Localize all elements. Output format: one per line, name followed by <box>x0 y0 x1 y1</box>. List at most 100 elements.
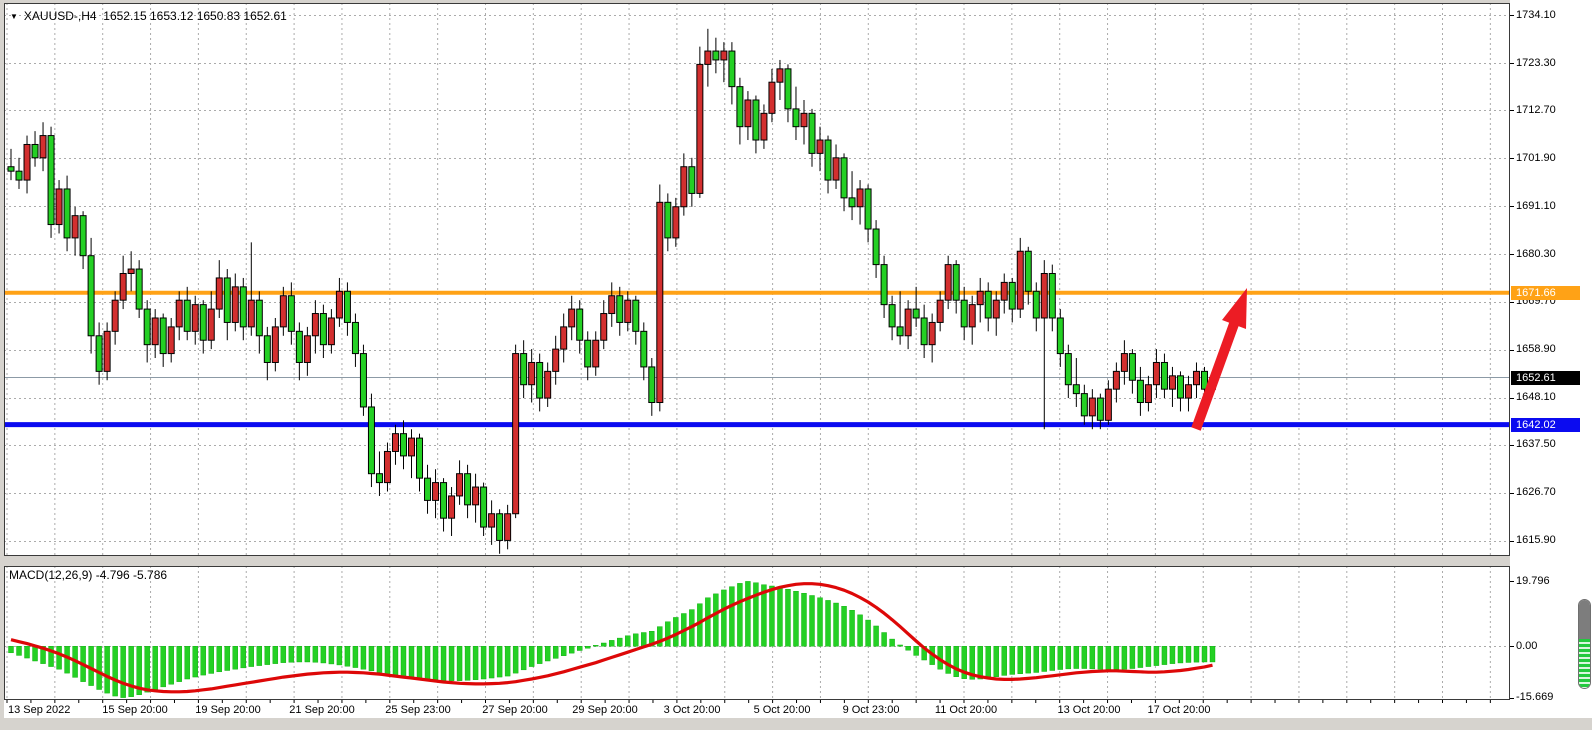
candle <box>544 370 552 399</box>
price-axis-label: 1658.90 <box>1516 343 1556 356</box>
candle <box>448 495 456 519</box>
candle <box>528 361 536 386</box>
candle <box>496 513 504 541</box>
candle <box>167 326 175 355</box>
candle <box>784 68 792 110</box>
candle <box>239 286 247 328</box>
candle <box>79 215 87 257</box>
candle <box>768 81 776 114</box>
candle <box>143 308 151 346</box>
candle <box>1000 281 1008 301</box>
candle <box>255 299 263 337</box>
time-axis-label: 3 Oct 20:00 <box>663 704 721 716</box>
candle <box>944 264 952 301</box>
candle <box>135 268 143 310</box>
candle <box>231 286 239 323</box>
candle <box>151 317 159 346</box>
candle <box>1048 272 1056 319</box>
candle <box>367 406 375 475</box>
price-axis-label: 1691.10 <box>1516 199 1556 212</box>
candle <box>271 326 279 363</box>
candle <box>608 295 616 315</box>
macd-axis-label: 0.00 <box>1516 639 1538 652</box>
price-axis-label: 1615.90 <box>1516 534 1556 547</box>
candle <box>1112 370 1120 390</box>
candle <box>1160 361 1168 390</box>
candle <box>343 290 351 323</box>
price-axis-label: 1712.70 <box>1516 103 1556 116</box>
candle <box>616 295 624 323</box>
candle <box>1088 397 1096 417</box>
candle <box>696 63 704 194</box>
candle <box>1168 375 1176 390</box>
candle <box>688 166 696 194</box>
candle <box>600 313 608 341</box>
candle <box>1120 353 1128 372</box>
candle <box>23 143 31 181</box>
candle <box>840 157 848 199</box>
candle <box>39 135 47 159</box>
candle <box>624 299 632 323</box>
axis-ticks <box>6 15 1514 703</box>
candle <box>680 166 688 208</box>
candle <box>279 295 287 328</box>
candle <box>359 353 367 408</box>
candle <box>744 99 752 128</box>
horizontal-level-lines[interactable] <box>4 290 1510 428</box>
candlesticks <box>7 28 1216 554</box>
candle <box>71 215 79 239</box>
time-axis-label: 13 Oct 20:00 <box>1057 704 1121 716</box>
candle <box>416 437 424 479</box>
time-axis-label: 25 Sep 23:00 <box>385 704 451 716</box>
candle <box>424 477 432 501</box>
candle <box>552 348 560 372</box>
candle <box>592 339 600 368</box>
candle <box>335 290 343 319</box>
price-axis-label: 1680.30 <box>1516 247 1556 260</box>
candle <box>872 228 880 266</box>
time-axis-label: 19 Sep 20:00 <box>195 704 261 716</box>
time-axis-label: 11 Oct 20:00 <box>934 704 998 716</box>
candle <box>87 255 95 337</box>
candle <box>1016 250 1024 310</box>
candle <box>808 112 816 154</box>
candle <box>119 272 127 301</box>
macd-signal-line <box>10 582 1213 694</box>
candle <box>1176 375 1184 399</box>
candle <box>1128 353 1136 381</box>
candle <box>648 366 656 404</box>
candle <box>984 290 992 319</box>
candle <box>1096 397 1104 421</box>
candle <box>183 299 191 332</box>
main-pane-bg[interactable] <box>4 3 1510 556</box>
candle <box>888 304 896 328</box>
candle <box>568 308 576 328</box>
annotation-arrow <box>1191 288 1247 431</box>
candle <box>440 482 448 519</box>
candle <box>399 433 407 457</box>
time-axis-bg <box>4 700 1510 718</box>
chart-title: ▼ XAUUSD-,H4 1652.15 1653.12 1650.83 1652… <box>10 9 287 23</box>
ohlc-readout: 1652.15 1653.12 1650.83 1652.61 <box>103 9 287 23</box>
candle <box>1072 384 1080 395</box>
candle <box>736 86 744 128</box>
candle <box>1008 281 1016 310</box>
candle <box>480 486 488 528</box>
time-axis-label: 17 Oct 20:00 <box>1147 704 1211 716</box>
candle <box>199 304 207 341</box>
pane-splitter[interactable] <box>4 556 1510 566</box>
candle <box>560 326 568 350</box>
symbol-dropdown-icon[interactable]: ▼ <box>10 12 18 21</box>
candle <box>752 99 760 141</box>
candle <box>536 361 544 399</box>
time-axis-label: 13 Sep 2022 <box>8 704 71 716</box>
candle <box>792 108 800 128</box>
candle <box>127 268 135 274</box>
price-axis-label: 1637.50 <box>1516 438 1556 451</box>
candle <box>1040 272 1048 319</box>
price-tag: 1652.61 <box>1511 370 1580 385</box>
vertical-scrollbar-thumb[interactable] <box>1578 599 1591 689</box>
candle <box>1192 370 1200 386</box>
candle <box>576 308 584 341</box>
